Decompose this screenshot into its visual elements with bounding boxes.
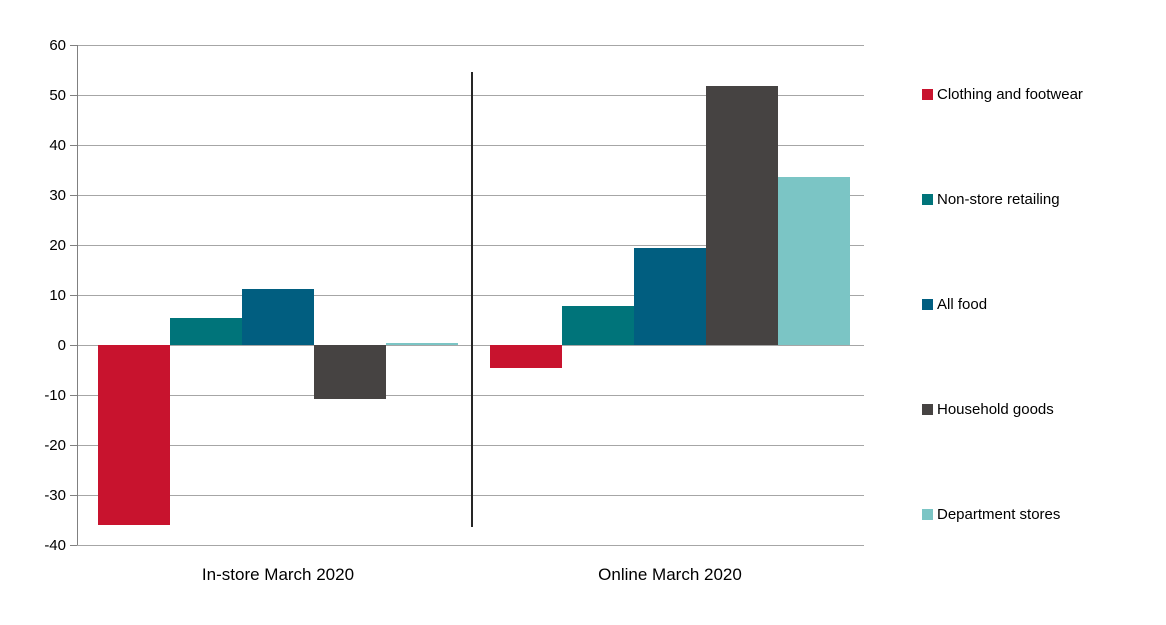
y-axis-tick bbox=[70, 445, 77, 446]
x-category-label: In-store March 2020 bbox=[201, 565, 355, 584]
y-tick-label: 50 bbox=[49, 87, 66, 104]
bar-clothing-and-footwear-group2 bbox=[490, 345, 562, 368]
y-axis-tick bbox=[70, 95, 77, 96]
bar-clothing-and-footwear-group1 bbox=[98, 345, 170, 525]
y-axis-tick bbox=[70, 395, 77, 396]
bar-all-food-group2 bbox=[634, 247, 706, 345]
legend-label: Household goods bbox=[937, 401, 1054, 418]
y-axis-tick bbox=[70, 195, 77, 196]
legend-item-all-food: All food bbox=[922, 296, 987, 313]
gridline bbox=[77, 345, 864, 346]
legend-swatch-icon bbox=[922, 404, 933, 415]
gridline bbox=[77, 395, 864, 396]
y-axis-line bbox=[77, 45, 78, 545]
bar-department-stores-group2 bbox=[778, 177, 850, 345]
gridline bbox=[77, 45, 864, 46]
y-axis-tick bbox=[70, 245, 77, 246]
y-tick-label: -10 bbox=[44, 387, 66, 404]
y-axis-tick bbox=[70, 545, 77, 546]
bar-non-store-retailing-group1 bbox=[170, 317, 242, 345]
y-tick-label: 0 bbox=[57, 337, 66, 354]
bar-all-food-group1 bbox=[242, 289, 314, 345]
y-axis-tick bbox=[70, 295, 77, 296]
gridline bbox=[77, 295, 864, 296]
y-axis-tick bbox=[70, 345, 77, 346]
x-category-label: Online March 2020 bbox=[598, 565, 742, 584]
bar-department-stores-group1 bbox=[386, 342, 458, 345]
y-tick-label: 60 bbox=[49, 37, 66, 54]
legend-item-clothing-and-footwear: Clothing and footwear bbox=[922, 86, 1083, 103]
gridline bbox=[77, 545, 864, 546]
y-tick-label: -20 bbox=[44, 437, 66, 454]
legend-item-household-goods: Household goods bbox=[922, 401, 1054, 418]
bar-household-goods-group1 bbox=[314, 345, 386, 399]
gridline bbox=[77, 245, 864, 246]
y-tick-label: -40 bbox=[44, 537, 66, 554]
legend-label: All food bbox=[937, 296, 988, 313]
bar-non-store-retailing-group2 bbox=[562, 306, 634, 345]
y-tick-label: 40 bbox=[49, 137, 66, 154]
gridline bbox=[77, 95, 864, 96]
bar-household-goods-group2 bbox=[706, 86, 778, 345]
legend-item-department-stores: Department stores bbox=[922, 506, 1060, 523]
y-tick-label: 20 bbox=[49, 237, 66, 254]
legend-swatch-icon bbox=[922, 509, 933, 520]
y-tick-label: -30 bbox=[44, 487, 66, 504]
y-axis-tick bbox=[70, 145, 77, 146]
gridline bbox=[77, 445, 864, 446]
group-divider-line bbox=[471, 72, 473, 527]
legend-swatch-icon bbox=[922, 194, 933, 205]
legend-label: Department stores bbox=[937, 506, 1061, 523]
gridline bbox=[77, 495, 864, 496]
y-tick-label: 30 bbox=[49, 187, 66, 204]
gridline bbox=[77, 145, 864, 146]
y-axis-tick bbox=[70, 45, 77, 46]
y-tick-label: 10 bbox=[49, 287, 66, 304]
y-axis-tick bbox=[70, 495, 77, 496]
legend-swatch-icon bbox=[922, 299, 933, 310]
legend-label: Non-store retailing bbox=[937, 191, 1060, 208]
legend-item-non-store-retailing: Non-store retailing bbox=[922, 191, 1060, 208]
gridline bbox=[77, 195, 864, 196]
legend-swatch-icon bbox=[922, 89, 933, 100]
legend-label: Clothing and footwear bbox=[937, 86, 1083, 103]
